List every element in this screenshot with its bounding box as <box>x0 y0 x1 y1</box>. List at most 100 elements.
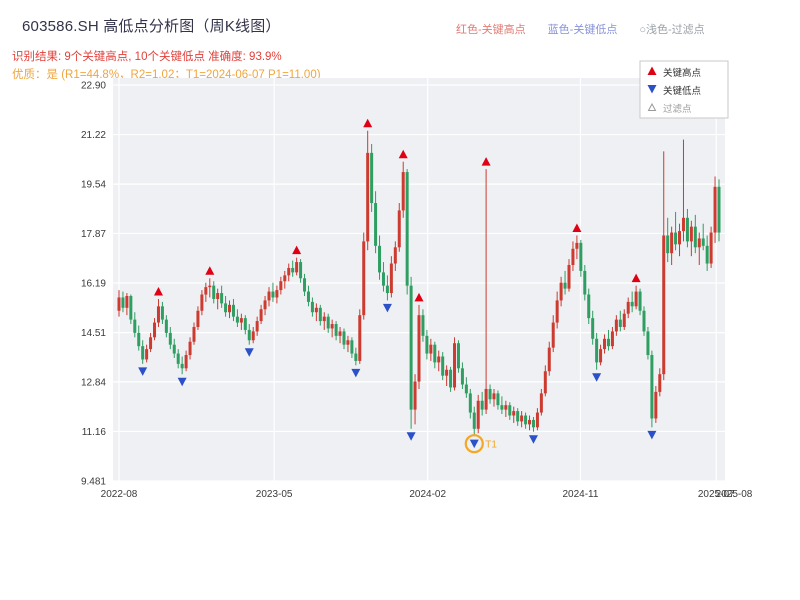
key-high-markers <box>153 118 641 302</box>
candle-body <box>121 297 125 308</box>
candle-body <box>705 245 709 264</box>
candle-body <box>133 319 137 333</box>
candle-body <box>433 344 437 363</box>
candle-body <box>670 232 674 254</box>
candle-body <box>228 304 232 313</box>
candle-body <box>310 301 314 313</box>
key-low-icon <box>138 367 148 376</box>
key-low-icon <box>469 439 479 449</box>
candle-body <box>606 338 610 347</box>
candle-body <box>583 270 587 295</box>
candle-body <box>370 152 374 204</box>
candle-body <box>575 242 579 249</box>
candle-body <box>334 324 338 336</box>
candle-body <box>366 152 370 242</box>
candle-body <box>405 172 409 286</box>
x-tick-label: 2025-08 <box>716 489 753 500</box>
candle-body <box>464 384 468 394</box>
x-tick-label: 2022-08 <box>101 489 138 500</box>
y-tick-label: 16.19 <box>81 279 106 290</box>
candle-body <box>164 319 168 333</box>
key-high-icon <box>205 266 215 275</box>
candle-body <box>642 310 646 332</box>
candle-body <box>413 381 417 410</box>
candle-body <box>456 343 460 369</box>
candle-body <box>409 285 413 410</box>
candle-body <box>417 315 421 382</box>
candle-body <box>709 232 713 264</box>
legend-key-low-icon <box>647 85 657 94</box>
candle-body <box>141 346 145 360</box>
candle-body <box>634 291 638 307</box>
candle-body <box>192 326 196 342</box>
candle-body <box>512 411 516 416</box>
key-high-icon <box>398 149 408 159</box>
key-low-icon <box>382 303 392 313</box>
legend-box-label: 过滤点 <box>663 103 692 115</box>
candle-body <box>318 307 322 322</box>
candle-body <box>555 300 559 323</box>
candle-body <box>153 322 157 338</box>
candle-body <box>528 419 532 425</box>
candle-body <box>713 186 717 233</box>
y-tick-label: 9.481 <box>81 477 106 488</box>
candle-body <box>638 291 642 311</box>
candle-body <box>488 388 492 400</box>
candle-body <box>646 331 650 356</box>
candle-body <box>235 316 239 323</box>
y-tick-label: 14.51 <box>81 328 106 339</box>
key-low-icon <box>647 430 657 440</box>
candle-body <box>378 245 382 273</box>
candle-body <box>145 349 149 360</box>
candle-body <box>362 241 366 316</box>
candle-body <box>279 281 283 291</box>
candle-body <box>571 248 575 266</box>
candle-body <box>674 232 678 245</box>
candle-body <box>322 316 326 322</box>
x-tick-label: 2023-05 <box>256 489 293 500</box>
candle-body <box>149 337 153 350</box>
candle-body <box>595 338 599 363</box>
candle-body <box>484 388 488 410</box>
candle-body <box>156 306 160 323</box>
candle-body <box>389 263 393 294</box>
key-low-markers <box>138 303 657 449</box>
x-tick-label: 2024-02 <box>409 489 446 500</box>
candle-body <box>500 405 504 410</box>
candle-body <box>267 291 271 301</box>
candle-body <box>401 172 405 211</box>
y-tick-label: 21.22 <box>81 130 106 141</box>
y-axis: 22.90 21.22 19.54 17.87 16.19 14.51 12.84 11.16… <box>81 81 106 488</box>
candle-body <box>314 307 318 313</box>
t1-label: T1 <box>485 440 497 451</box>
legend-box-label: 关键高点 <box>663 67 702 79</box>
y-tick-label: 11.16 <box>82 427 107 438</box>
candle-body <box>524 415 528 425</box>
candle-body <box>449 369 453 388</box>
candle-body <box>117 297 121 311</box>
candle-body <box>291 267 295 273</box>
y-tick-label: 17.87 <box>81 229 106 240</box>
candle-body <box>303 278 307 292</box>
candle-body <box>717 186 721 233</box>
candle-body <box>508 405 512 416</box>
candle-body <box>299 262 303 279</box>
key-low-icon <box>528 435 538 444</box>
candle-body <box>460 368 464 385</box>
candle-body <box>239 318 243 323</box>
candle-body <box>184 355 188 369</box>
candle-body <box>468 393 472 413</box>
candle-body <box>243 318 247 330</box>
candle-body <box>208 285 212 288</box>
candle-body <box>666 235 670 254</box>
key-high-icon <box>572 223 582 233</box>
candle-body <box>275 290 279 298</box>
candle-body <box>393 247 397 264</box>
candle-body <box>685 217 689 242</box>
legend-key-high-icon <box>647 66 657 75</box>
candle-body <box>547 347 551 372</box>
page-title: 603586.SH 高低点分析图（周K线图） <box>22 18 281 35</box>
candle-body <box>224 303 228 313</box>
candle-body <box>385 285 389 294</box>
